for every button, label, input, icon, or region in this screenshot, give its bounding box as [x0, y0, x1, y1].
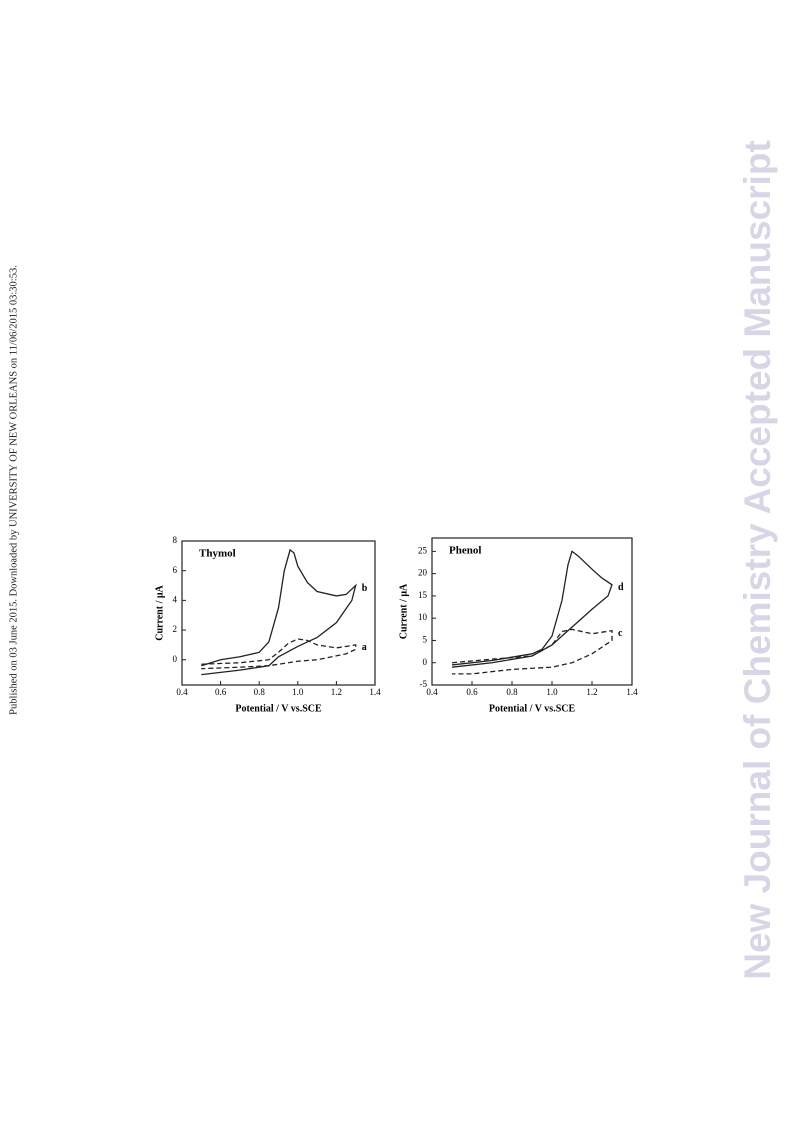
x-axis-title: Potential / V vs.SCE — [235, 703, 322, 714]
x-tick-label: 0.6 — [215, 687, 227, 697]
y-tick-label: 8 — [173, 535, 178, 545]
y-tick-label: 4 — [173, 594, 178, 604]
y-tick-label: 10 — [418, 612, 428, 622]
cv-curve — [451, 628, 613, 675]
curve-label: a — [362, 642, 367, 653]
plot-frame — [181, 540, 376, 686]
x-tick-label: 1.0 — [292, 687, 304, 697]
y-tick-label: 25 — [418, 545, 428, 555]
y-tick-label: -5 — [420, 679, 428, 689]
x-tick-label: 0.6 — [466, 687, 478, 697]
chart-title: Thymol — [199, 548, 236, 560]
x-tick-label: 1.2 — [331, 687, 342, 697]
x-tick-label: 0.8 — [506, 687, 518, 697]
curve-label: b — [362, 583, 368, 594]
y-tick-label: 0 — [173, 654, 178, 664]
curve-label: c — [618, 628, 623, 639]
x-tick-label: 1.2 — [586, 687, 597, 697]
y-axis-title: Current / μA — [154, 584, 165, 640]
x-tick-label: 1.4 — [626, 687, 638, 697]
x-tick-label: 0.4 — [426, 687, 438, 697]
cv-curve — [201, 548, 357, 676]
y-tick-label: 20 — [418, 568, 428, 578]
x-axis-title: Potential / V vs.SCE — [489, 703, 576, 714]
y-tick-label: 0 — [423, 657, 428, 667]
y-tick-label: 6 — [173, 565, 178, 575]
y-axis-title: Current / μA — [398, 583, 409, 639]
cv-curve — [451, 550, 613, 668]
x-tick-label: 1.0 — [546, 687, 558, 697]
x-tick-label: 0.8 — [254, 687, 266, 697]
chart-title: Phenol — [449, 545, 481, 557]
x-tick-label: 0.4 — [176, 687, 188, 697]
cv-curve — [201, 638, 357, 670]
y-tick-label: 2 — [173, 624, 178, 634]
x-tick-label: 1.4 — [369, 687, 381, 697]
curve-label: d — [618, 582, 624, 593]
plot-frame — [431, 537, 633, 686]
y-tick-label: 15 — [418, 590, 428, 600]
watermark: New Journal of Chemistry Accepted Manusc… — [737, 140, 778, 980]
y-tick-label: 5 — [423, 635, 428, 645]
download-note: Published on 03 June 2015. Downloaded by… — [8, 265, 19, 715]
